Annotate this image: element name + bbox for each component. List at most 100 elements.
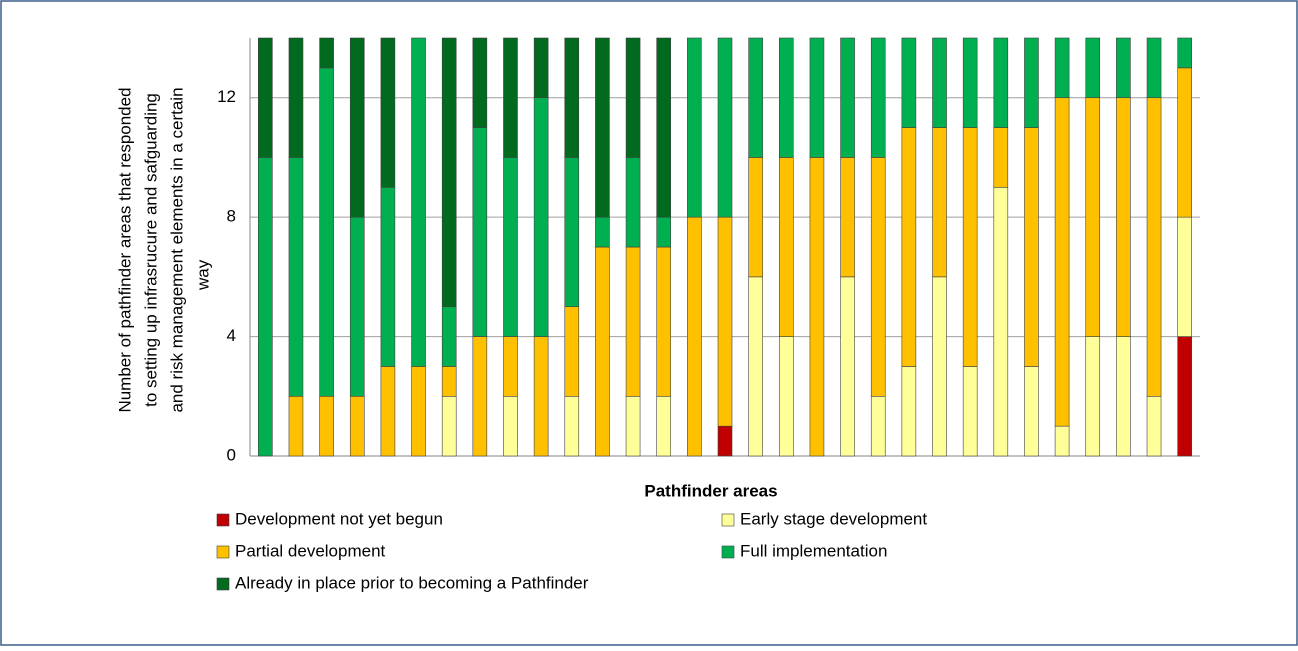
bar-segment — [962, 127, 978, 367]
bar-segment — [1177, 336, 1192, 457]
bar-segment — [441, 306, 457, 367]
bar-segment — [870, 157, 886, 397]
bar-segment — [625, 246, 641, 397]
legend-label: Already in place prior to becoming a Pat… — [235, 573, 589, 592]
bar-segment — [441, 395, 457, 457]
bar-segment — [564, 37, 580, 158]
bar-segment — [901, 37, 917, 128]
bar-segment — [901, 366, 917, 457]
bar-segment — [288, 37, 304, 158]
bar-segment — [319, 67, 334, 397]
bar-segment — [411, 366, 426, 457]
bar-segment — [656, 395, 672, 457]
bar-segment — [564, 157, 580, 308]
bar-segment — [472, 336, 488, 457]
bar-segment — [748, 276, 763, 457]
y-tick-label: 12 — [217, 87, 236, 106]
legend-swatch — [721, 513, 735, 527]
legend-label: Full implementation — [740, 541, 887, 560]
bar-segment — [1116, 97, 1131, 337]
bar-segment — [319, 395, 334, 457]
bar-segment — [288, 395, 304, 457]
bar-segment — [717, 425, 733, 457]
bar-segment — [1146, 97, 1162, 397]
bar-segment — [564, 306, 580, 397]
bar-segment — [472, 127, 488, 337]
bar-segment — [1024, 127, 1039, 367]
y-axis-title: to setting up infrasrucure and safguardi… — [141, 93, 160, 407]
bar-segment — [380, 366, 396, 457]
bar-segment — [625, 395, 641, 457]
bar-segment — [840, 157, 855, 278]
bar-segment — [625, 37, 641, 158]
bar-segment — [932, 276, 947, 457]
bar-segment — [870, 37, 886, 158]
bar-segment — [932, 37, 947, 128]
bar-segment — [748, 157, 763, 278]
bar-segment — [503, 395, 518, 457]
bar-segment — [656, 216, 672, 248]
bar-segment — [1054, 425, 1070, 457]
legend-label: Development not yet begun — [235, 509, 443, 528]
bar-segment — [1116, 336, 1131, 457]
bar-segment — [380, 186, 396, 367]
bar-segment — [962, 366, 978, 457]
bar-segment — [901, 127, 917, 367]
legend-swatch — [216, 513, 230, 527]
bar-segment — [1085, 336, 1101, 457]
bar-segment — [962, 37, 978, 128]
bar-segment — [778, 336, 794, 457]
bar-segment — [993, 127, 1009, 188]
bar-segment — [1024, 37, 1039, 128]
bar-segment — [349, 216, 365, 397]
bar-segment — [687, 37, 702, 218]
y-axis-title: Number of pathfinder areas that responde… — [115, 87, 134, 412]
bar-segment — [656, 37, 672, 218]
legend-label: Partial development — [235, 541, 386, 560]
bar-segment — [411, 37, 426, 367]
bar-segment — [1024, 366, 1039, 457]
bar-segment — [1177, 67, 1192, 218]
bar-segment — [840, 37, 855, 158]
bar-segment — [1146, 395, 1162, 457]
bar-segment — [1116, 37, 1131, 99]
bar-segment — [1177, 216, 1192, 337]
bar-segment — [564, 395, 580, 457]
legend-swatch — [216, 577, 230, 591]
bar-segment — [656, 246, 672, 397]
bar-segment — [533, 37, 549, 99]
bar-segment — [1146, 37, 1162, 99]
y-tick-label: 0 — [227, 445, 236, 464]
bar-segment — [932, 127, 947, 278]
bar-segment — [840, 276, 855, 457]
bar-segment — [595, 246, 610, 457]
bar-segment — [380, 37, 396, 188]
bar-segment — [349, 395, 365, 457]
y-axis-title: way — [193, 259, 212, 291]
bar-segment — [1054, 97, 1070, 427]
bar-segment — [748, 37, 763, 158]
bar-segment — [441, 37, 457, 308]
bar-segment — [993, 37, 1009, 128]
bar-segment — [472, 37, 488, 128]
bar-segment — [717, 216, 733, 427]
bar-segment — [993, 186, 1009, 457]
bar-segment — [503, 336, 518, 397]
bar-segment — [717, 37, 733, 218]
bar-segment — [778, 157, 794, 337]
bar-segment — [349, 37, 365, 218]
bar-segment — [503, 37, 518, 158]
bar-segment — [809, 157, 825, 457]
bar-segment — [625, 157, 641, 248]
bar-segment — [258, 157, 273, 457]
bar-segment — [595, 37, 610, 218]
bar-segment — [1085, 37, 1101, 99]
bar-segment — [533, 336, 549, 457]
bar-segment — [441, 366, 457, 397]
bar-segment — [533, 97, 549, 337]
bar-segment — [503, 157, 518, 337]
bar-segment — [1054, 37, 1070, 99]
y-tick-label: 4 — [227, 326, 236, 345]
